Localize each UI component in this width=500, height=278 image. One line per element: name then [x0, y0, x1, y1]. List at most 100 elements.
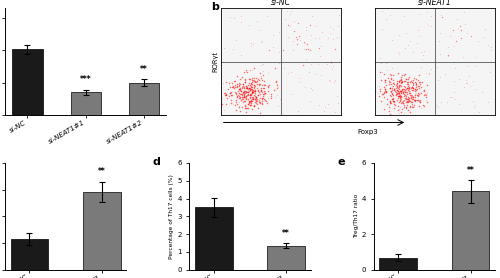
Point — [396, 94, 404, 98]
Point — [236, 77, 244, 81]
Point — [254, 89, 262, 93]
Point — [400, 105, 408, 110]
Point — [286, 24, 294, 29]
Point — [246, 103, 254, 107]
Point — [386, 99, 394, 103]
Text: **: ** — [282, 229, 290, 238]
Point — [405, 75, 413, 80]
Y-axis label: Percentage of Th17 cells (%): Percentage of Th17 cells (%) — [170, 174, 174, 259]
Point — [226, 101, 234, 106]
Point — [423, 83, 431, 87]
Point — [410, 87, 418, 91]
Point — [470, 103, 478, 108]
Point — [302, 24, 310, 29]
Point — [396, 89, 404, 94]
Point — [289, 48, 297, 53]
Point — [390, 87, 398, 92]
Point — [236, 88, 244, 92]
Point — [232, 92, 239, 97]
Point — [393, 91, 401, 95]
Point — [396, 78, 404, 82]
Point — [416, 33, 424, 38]
Point — [240, 93, 248, 98]
Point — [316, 46, 324, 50]
Point — [246, 93, 254, 98]
Point — [236, 96, 244, 101]
Bar — [452, 192, 490, 270]
Point — [407, 93, 415, 98]
Point — [394, 100, 402, 104]
Point — [408, 100, 416, 104]
Point — [409, 105, 417, 109]
Point — [464, 63, 472, 68]
Point — [415, 103, 423, 108]
Point — [235, 100, 243, 104]
Point — [243, 105, 251, 110]
Point — [367, 73, 375, 77]
Bar — [268, 246, 305, 270]
Point — [236, 92, 244, 97]
Point — [234, 95, 241, 99]
Point — [432, 102, 440, 107]
Point — [396, 83, 404, 87]
Point — [252, 83, 260, 88]
Point — [397, 97, 405, 101]
Point — [252, 98, 260, 102]
Point — [413, 98, 421, 103]
Point — [386, 73, 394, 78]
Point — [264, 88, 272, 93]
Point — [248, 95, 256, 99]
Point — [408, 85, 416, 90]
Point — [394, 108, 402, 112]
Point — [406, 104, 414, 108]
Point — [260, 96, 268, 101]
Point — [386, 13, 394, 17]
Point — [236, 82, 244, 87]
Point — [402, 87, 410, 91]
Point — [264, 85, 272, 89]
Point — [249, 90, 257, 94]
Point — [408, 93, 416, 97]
Point — [270, 33, 278, 37]
Point — [234, 93, 241, 98]
Point — [424, 71, 432, 76]
Point — [232, 85, 240, 90]
Point — [257, 62, 265, 67]
Point — [243, 90, 251, 95]
Point — [250, 94, 258, 99]
Point — [247, 43, 255, 48]
Point — [488, 44, 496, 49]
Point — [256, 81, 264, 86]
Point — [254, 88, 262, 92]
Point — [270, 88, 278, 93]
Point — [416, 65, 424, 69]
Point — [265, 48, 273, 52]
Point — [402, 77, 410, 82]
Point — [306, 23, 314, 27]
Point — [408, 86, 416, 90]
Point — [472, 87, 480, 92]
Point — [261, 91, 269, 95]
Point — [404, 108, 411, 113]
Point — [226, 85, 234, 89]
Point — [249, 95, 257, 100]
Point — [455, 77, 463, 81]
Point — [400, 103, 408, 107]
Point — [235, 104, 243, 108]
Point — [246, 89, 254, 93]
Point — [308, 88, 316, 93]
Point — [247, 81, 255, 86]
Point — [261, 89, 269, 93]
Point — [282, 9, 290, 13]
Point — [450, 43, 458, 48]
Point — [442, 100, 450, 104]
Point — [405, 86, 413, 91]
Point — [406, 80, 414, 84]
Point — [397, 84, 405, 88]
Point — [302, 28, 310, 33]
Point — [222, 101, 230, 106]
Point — [385, 103, 393, 107]
Point — [299, 63, 307, 67]
Point — [228, 101, 236, 106]
Point — [312, 71, 320, 76]
